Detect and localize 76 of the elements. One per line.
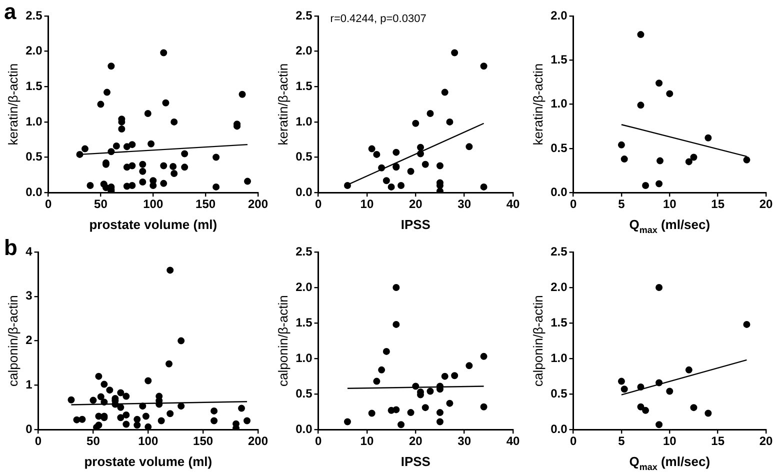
x-tick-label: 10	[360, 197, 374, 212]
x-tick-label: 15	[711, 434, 725, 448]
x-tick-label: 40	[506, 197, 520, 212]
x-tick-label: 150	[196, 197, 216, 212]
x-tick-label: 15	[711, 197, 725, 212]
chart-title: b	[4, 235, 18, 260]
x-tick-label: 5	[618, 434, 626, 448]
x-tick-label: 100	[143, 197, 164, 212]
y-tick-label: 2.0	[296, 44, 313, 58]
y-tick-label: 2.0	[550, 8, 568, 22]
y-tick-label: 1.0	[550, 96, 568, 111]
y-tick-label: 0	[26, 422, 33, 436]
x-tick-label: 40	[506, 434, 520, 448]
x-tick-label: 10	[662, 434, 677, 448]
y-tick-label: 1.5	[26, 78, 43, 93]
x-tick-label: 20	[408, 197, 423, 212]
y-tick-label: 2.5	[26, 8, 43, 22]
annotation: r=0.4244, p=0.0307	[330, 13, 426, 26]
y-axis-title: calponin/β-actin	[275, 295, 290, 386]
x-tick-label: 20	[759, 434, 773, 448]
x-tick-label: 10	[662, 197, 677, 212]
chart-title: a	[4, 0, 17, 24]
y-tick-label: 0.0	[550, 422, 568, 436]
x-tick-label: 0	[314, 197, 322, 212]
x-tick-label: 0	[570, 434, 577, 448]
x-axis-title: prostate volume (ml)	[89, 217, 218, 232]
y-tick-label: 1.0	[26, 114, 43, 128]
y-tick-label: 0.5	[296, 150, 313, 164]
x-tick-label: 50	[86, 434, 100, 448]
y-tick-label: 0.5	[550, 386, 568, 400]
x-tick-label: 30	[458, 434, 472, 448]
y-tick-label: 0.5	[550, 140, 568, 155]
y-axis-title: keratin/β-actin	[275, 63, 290, 146]
y-axis-title: calponin/β-actin	[530, 295, 546, 386]
y-axis-title: keratin/β-actin	[5, 63, 20, 146]
y-axis-title: keratin/β-actin	[530, 63, 546, 146]
y-tick-label: 1	[26, 378, 33, 392]
x-tick-label: 5	[618, 197, 626, 212]
y-tick-label: 2.0	[550, 280, 568, 294]
y-tick-label: 2.5	[296, 244, 313, 258]
x-axis-title: prostate volume (ml)	[84, 454, 212, 469]
y-tick-label: 4	[26, 244, 33, 258]
y-tick-label: 2.0	[296, 280, 313, 294]
x-tick-label: 20	[759, 197, 773, 212]
x-tick-label: 0	[314, 434, 322, 448]
y-tick-label: 0.5	[296, 386, 313, 400]
y-tick-label: 0.0	[296, 184, 313, 199]
y-tick-label: 1.5	[296, 315, 313, 330]
y-tick-label: 2	[26, 333, 33, 348]
y-tick-label: 0.0	[296, 422, 313, 436]
x-tick-label: 200	[248, 197, 268, 212]
y-tick-label: 1.5	[550, 52, 568, 66]
y-tick-label: 0.5	[26, 150, 43, 164]
y-tick-label: 2.0	[26, 44, 43, 58]
y-tick-label: 3	[26, 288, 33, 303]
y-tick-label: 2.5	[296, 8, 313, 22]
x-axis-title: IPSS	[400, 217, 431, 232]
x-tick-label: 0	[570, 197, 577, 212]
y-tick-label: 1.5	[296, 78, 313, 93]
y-tick-label: 0.0	[26, 184, 43, 199]
x-tick-label: 150	[193, 434, 214, 448]
x-tick-label: 20	[408, 434, 423, 448]
y-tick-label: 1.0	[550, 350, 568, 365]
y-tick-label: 2.5	[550, 244, 568, 258]
x-tick-label: 30	[458, 197, 472, 212]
x-tick-label: 10	[360, 434, 374, 448]
x-tick-label: 200	[248, 434, 268, 448]
x-tick-label: 50	[94, 197, 108, 212]
y-tick-label: 1.5	[550, 315, 568, 330]
y-axis-title: calponin/β-actin	[5, 295, 20, 386]
y-tick-label: 0.0	[550, 184, 568, 199]
x-tick-label: 100	[138, 434, 158, 448]
x-tick-label: 0	[44, 197, 52, 212]
x-axis-title: IPSS	[400, 454, 431, 469]
y-tick-label: 1.0	[296, 114, 313, 128]
y-tick-label: 1.0	[296, 350, 313, 365]
